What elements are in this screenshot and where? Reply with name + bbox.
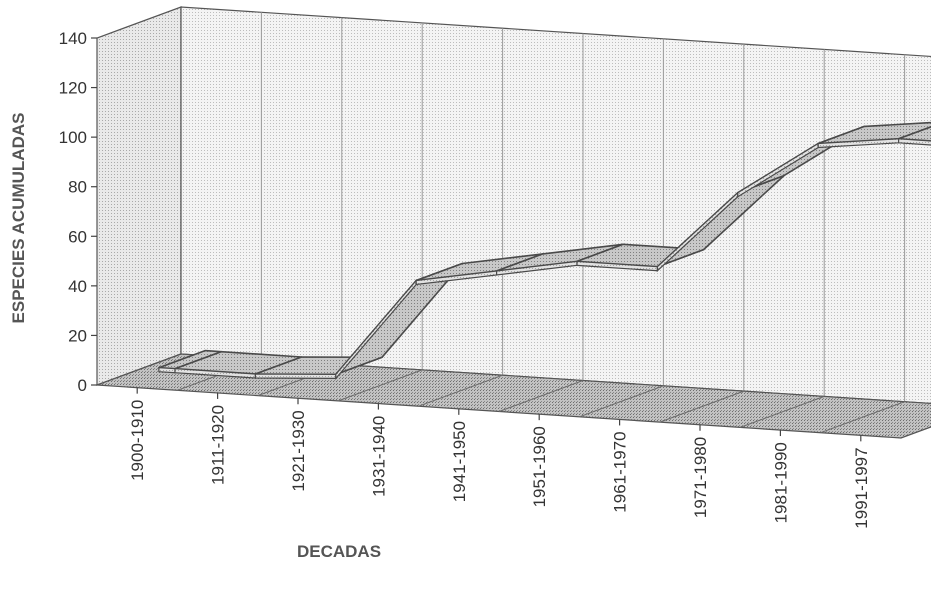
y-tick-label: 20 xyxy=(68,326,87,345)
ribbon-front-edge xyxy=(255,374,335,378)
y-axis-ticks: 0 20 40 60 80 100 120 140 xyxy=(59,29,97,395)
back-wall xyxy=(181,7,931,407)
y-tick-label: 0 xyxy=(78,376,87,395)
x-tick-label: 1961-1970 xyxy=(611,431,630,512)
chart-walls xyxy=(97,7,931,407)
x-tick-label: 1921-1930 xyxy=(289,410,308,491)
y-tick-label: 100 xyxy=(59,128,87,147)
left-wall xyxy=(97,7,181,385)
x-tick-label: 1900-1910 xyxy=(128,400,147,481)
y-tick-label: 120 xyxy=(59,79,87,98)
y-tick-label: 60 xyxy=(68,227,87,246)
x-tick-label: 1931-1940 xyxy=(369,416,388,497)
ribbon-front-edge xyxy=(159,368,175,373)
y-tick-label: 80 xyxy=(68,178,87,197)
x-tick-label: 1981-1990 xyxy=(771,442,790,523)
x-tick-label: 1971-1980 xyxy=(691,437,710,518)
y-axis-title: ESPECIES ACUMULADAS xyxy=(9,113,28,324)
x-tick-label: 1951-1960 xyxy=(530,426,549,507)
x-axis-title: DECADAS xyxy=(297,542,381,561)
y-tick-label: 140 xyxy=(59,29,87,48)
x-tick-label: 1991-1997 xyxy=(852,447,871,528)
x-tick-label: 1911-1920 xyxy=(209,405,228,485)
y-tick-label: 40 xyxy=(68,277,87,296)
x-tick-label: 1941-1950 xyxy=(450,421,469,502)
